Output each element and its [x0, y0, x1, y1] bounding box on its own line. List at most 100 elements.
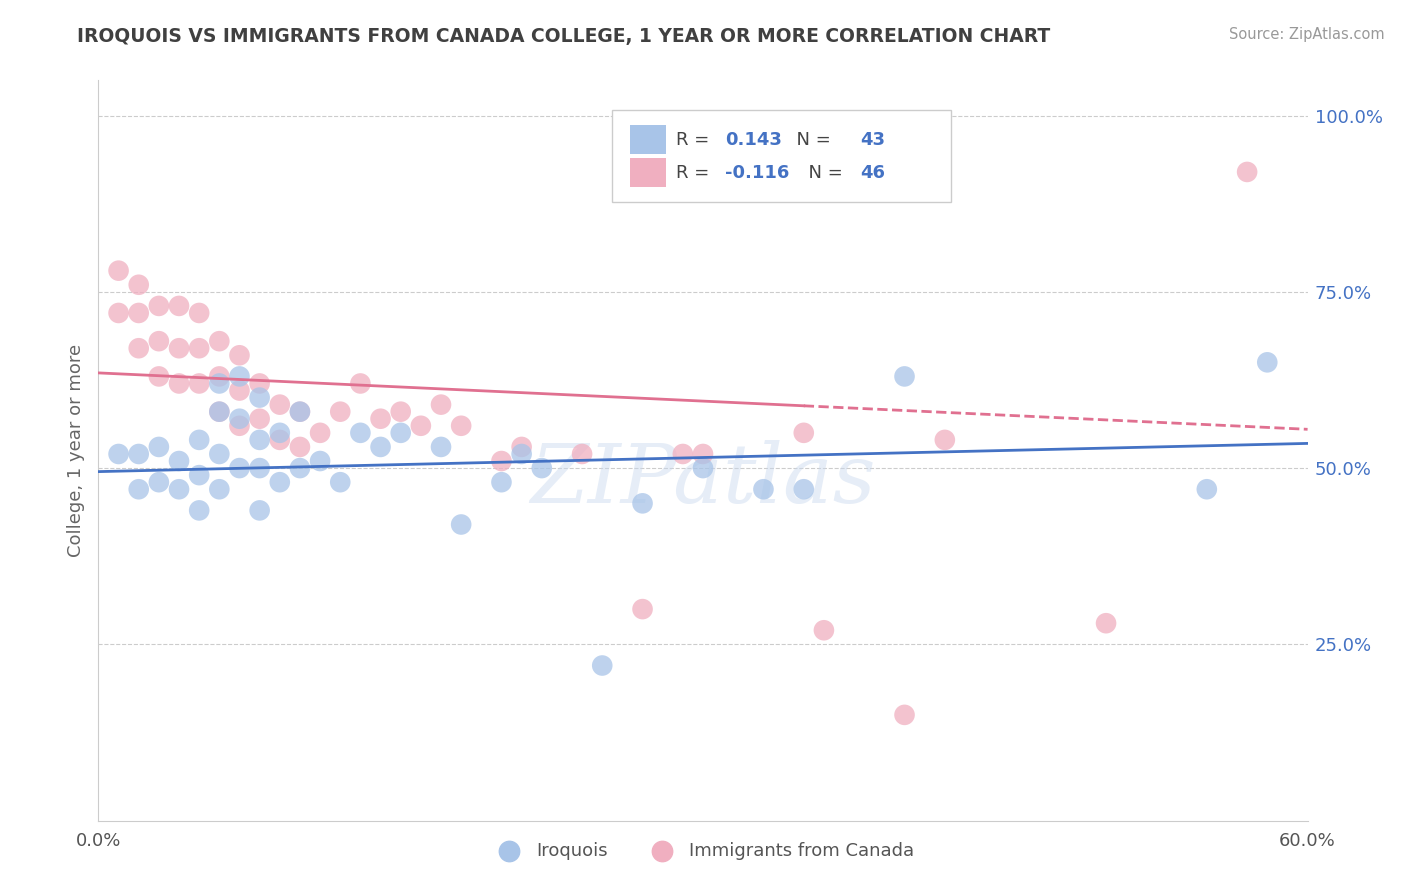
Text: 43: 43	[860, 130, 886, 148]
Point	[249, 376, 271, 391]
Point	[491, 454, 513, 468]
Text: ZIPatlas: ZIPatlas	[530, 440, 876, 520]
Point	[228, 418, 250, 433]
Text: IROQUOIS VS IMMIGRANTS FROM CANADA COLLEGE, 1 YEAR OR MORE CORRELATION CHART: IROQUOIS VS IMMIGRANTS FROM CANADA COLLE…	[77, 27, 1050, 45]
Point	[450, 517, 472, 532]
Point	[167, 299, 190, 313]
Point	[430, 398, 453, 412]
Point	[329, 475, 352, 490]
Point	[249, 411, 271, 425]
Point	[934, 433, 956, 447]
Point	[793, 425, 815, 440]
Point	[309, 454, 332, 468]
Point	[188, 503, 211, 517]
Point	[288, 405, 311, 419]
Point	[148, 440, 170, 454]
Text: N =: N =	[797, 164, 849, 182]
Point	[692, 461, 714, 475]
Point	[249, 461, 271, 475]
Point	[249, 433, 271, 447]
Text: R =: R =	[676, 164, 716, 182]
Point	[167, 376, 190, 391]
Point	[1195, 482, 1218, 496]
Point	[128, 482, 150, 496]
Point	[288, 461, 311, 475]
Point	[450, 418, 472, 433]
Point	[208, 405, 231, 419]
Point	[409, 418, 432, 433]
Point	[128, 306, 150, 320]
Text: -0.116: -0.116	[724, 164, 789, 182]
Point	[188, 468, 211, 483]
Point	[208, 482, 231, 496]
Point	[269, 433, 291, 447]
Point	[591, 658, 613, 673]
Point	[288, 440, 311, 454]
FancyBboxPatch shape	[613, 110, 950, 202]
Point	[1095, 616, 1118, 631]
Point	[208, 405, 231, 419]
Point	[128, 447, 150, 461]
Point	[188, 433, 211, 447]
Point	[793, 482, 815, 496]
Point	[208, 369, 231, 384]
Text: R =: R =	[676, 130, 716, 148]
Point	[188, 306, 211, 320]
Point	[631, 602, 654, 616]
Point	[208, 334, 231, 348]
Point	[107, 447, 129, 461]
Point	[188, 376, 211, 391]
Point	[228, 411, 250, 425]
Point	[370, 440, 392, 454]
Y-axis label: College, 1 year or more: College, 1 year or more	[66, 344, 84, 557]
Point	[309, 425, 332, 440]
FancyBboxPatch shape	[630, 159, 665, 187]
Point	[269, 425, 291, 440]
Point	[692, 447, 714, 461]
Point	[1256, 355, 1278, 369]
Point	[208, 376, 231, 391]
Text: N =: N =	[785, 130, 837, 148]
Point	[370, 411, 392, 425]
Point	[167, 341, 190, 355]
Point	[148, 299, 170, 313]
Point	[389, 405, 412, 419]
Point	[510, 447, 533, 461]
Point	[893, 707, 915, 722]
Point	[329, 405, 352, 419]
Point	[269, 398, 291, 412]
Point	[228, 461, 250, 475]
Point	[349, 376, 371, 391]
Point	[530, 461, 553, 475]
Point	[148, 369, 170, 384]
Point	[167, 454, 190, 468]
Point	[107, 306, 129, 320]
Point	[188, 341, 211, 355]
Point	[148, 475, 170, 490]
Point	[128, 277, 150, 292]
Point	[389, 425, 412, 440]
Text: 46: 46	[860, 164, 886, 182]
Point	[148, 334, 170, 348]
Legend: Iroquois, Immigrants from Canada: Iroquois, Immigrants from Canada	[484, 835, 922, 867]
Point	[571, 447, 593, 461]
Point	[893, 369, 915, 384]
Point	[288, 405, 311, 419]
Point	[228, 384, 250, 398]
Point	[813, 624, 835, 638]
Point	[228, 348, 250, 362]
Point	[672, 447, 695, 461]
Point	[167, 482, 190, 496]
Point	[249, 391, 271, 405]
Text: Source: ZipAtlas.com: Source: ZipAtlas.com	[1229, 27, 1385, 42]
Point	[491, 475, 513, 490]
Point	[128, 341, 150, 355]
Point	[107, 263, 129, 277]
FancyBboxPatch shape	[630, 125, 665, 154]
Point	[1236, 165, 1258, 179]
Point	[631, 496, 654, 510]
Point	[430, 440, 453, 454]
Point	[510, 440, 533, 454]
Point	[228, 369, 250, 384]
Point	[208, 447, 231, 461]
